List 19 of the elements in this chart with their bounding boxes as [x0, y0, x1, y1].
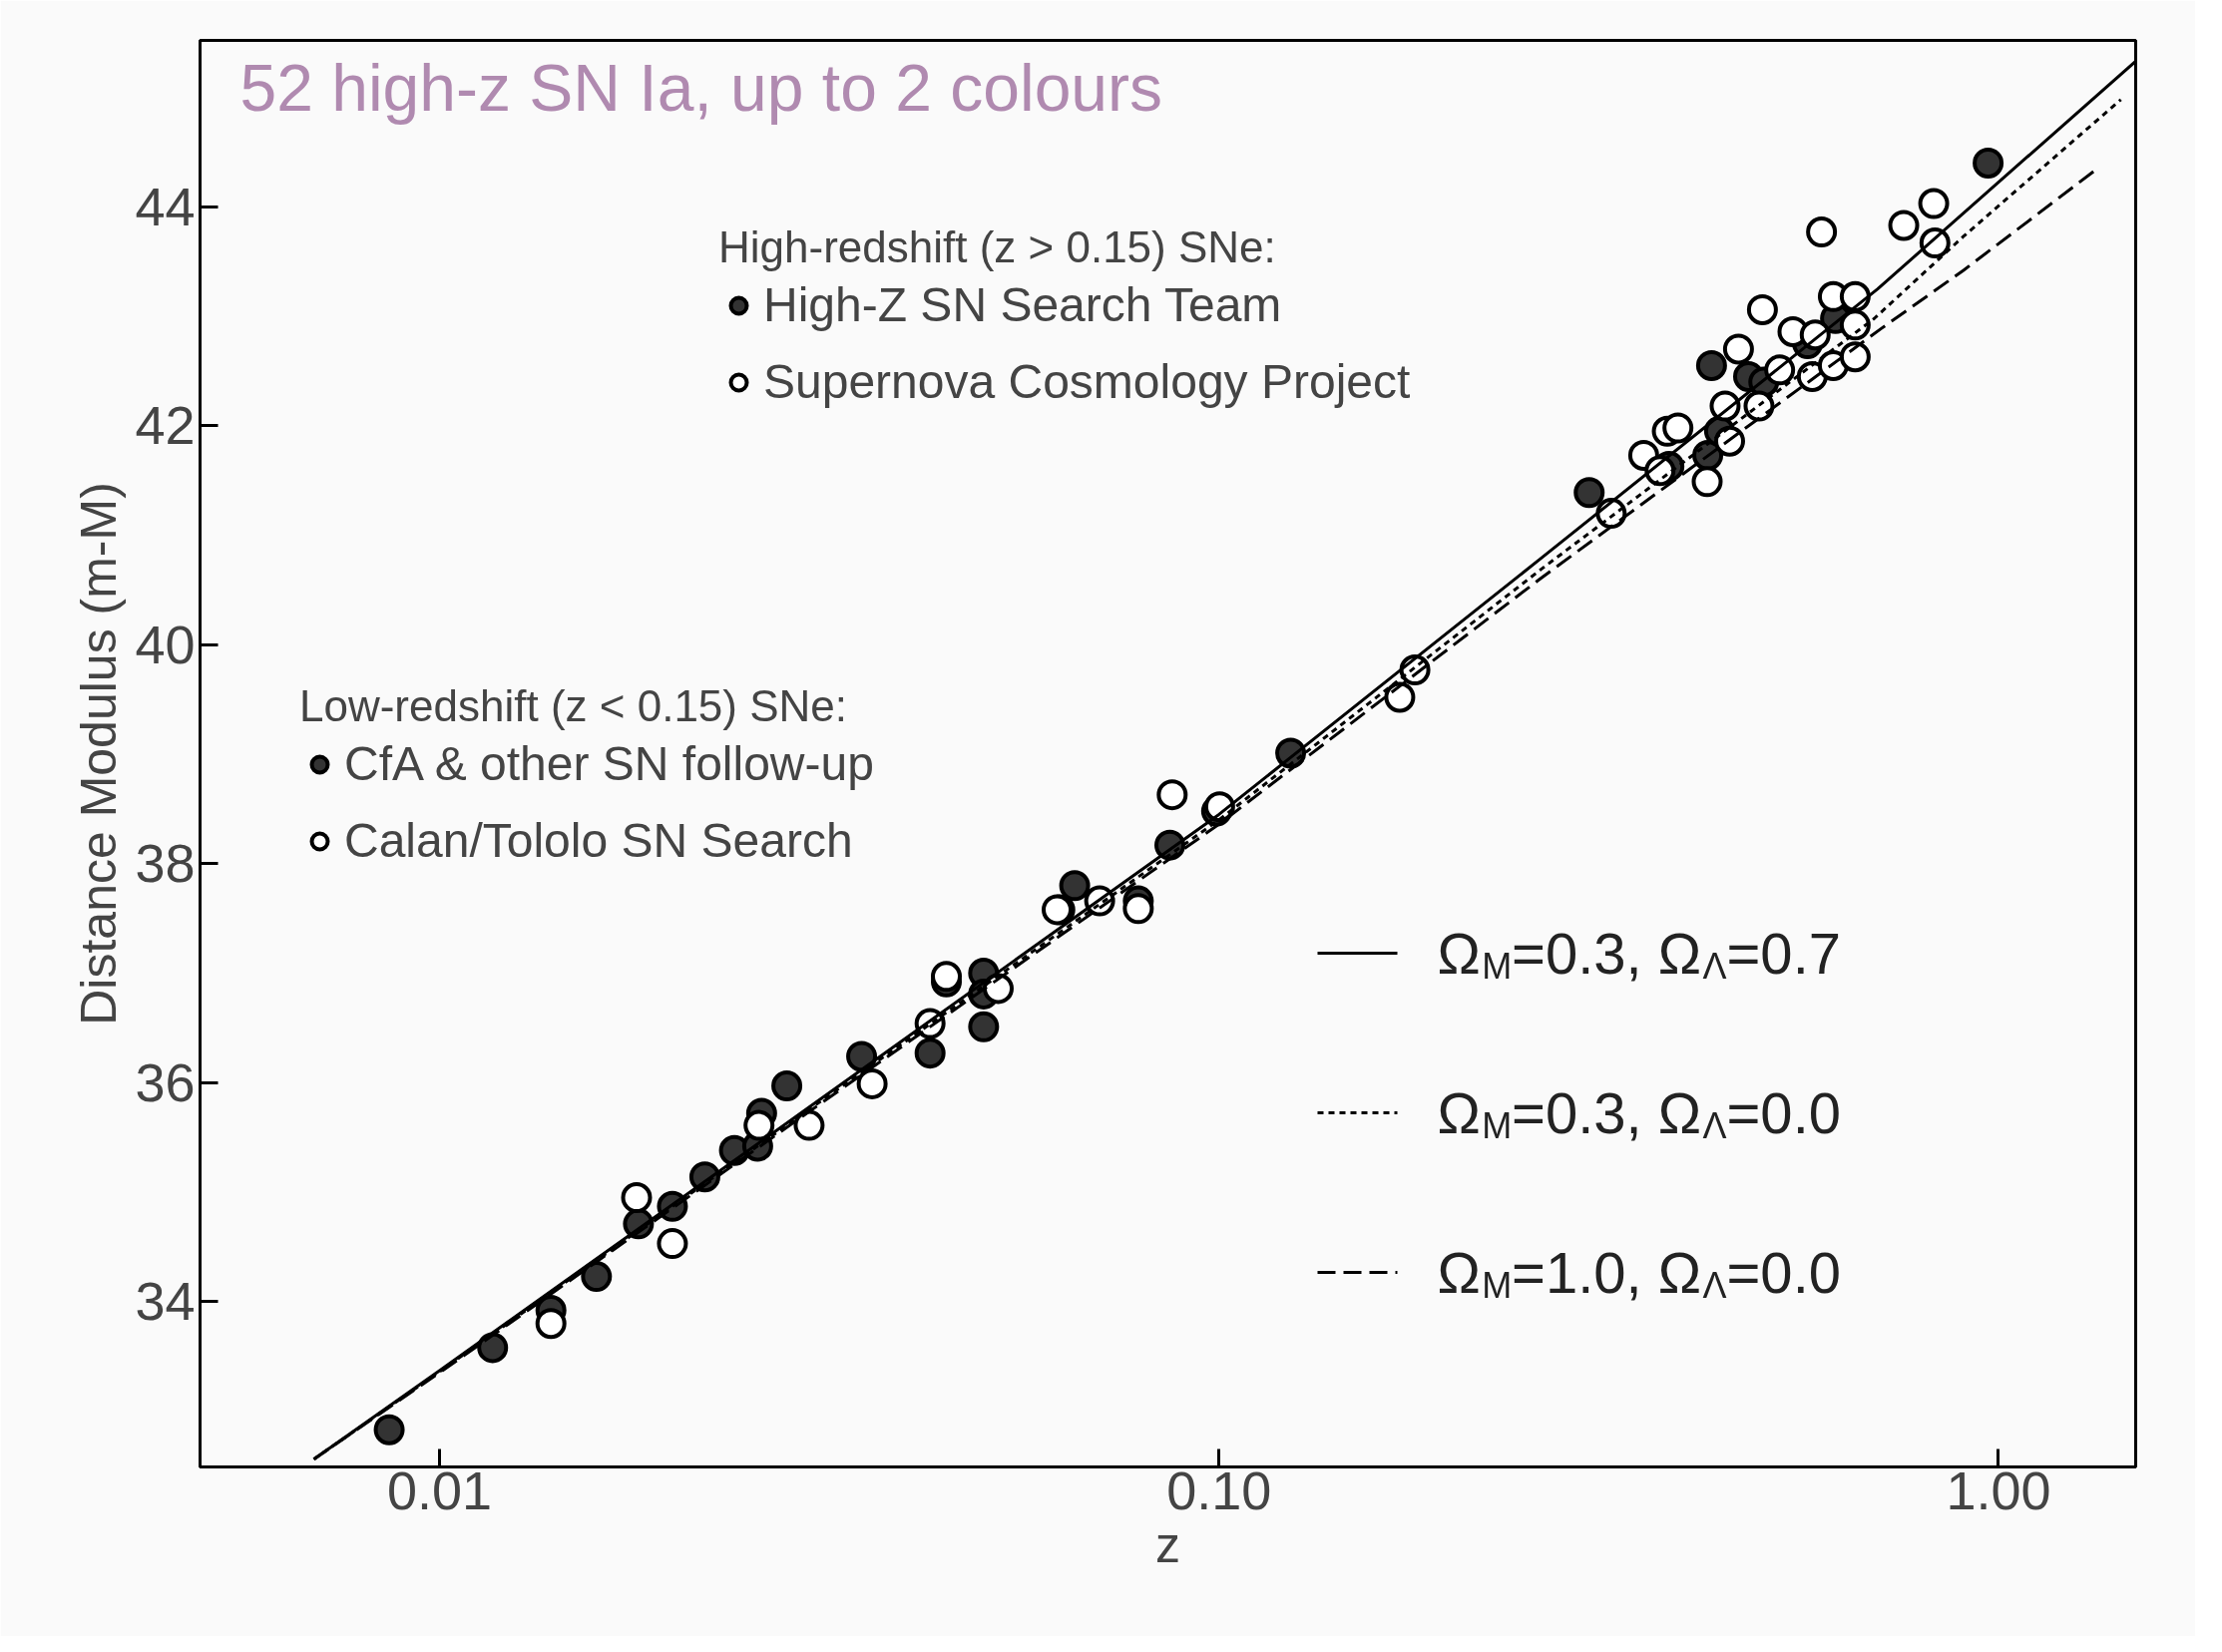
y-axis-title: Distance Modulus (m-M) — [71, 482, 128, 1026]
annotation: Low-redshift (z < 0.15) SNe: — [299, 681, 848, 731]
legend-label: High-Z SN Search Team — [763, 277, 1282, 332]
legend-label: Supernova Cosmology Project — [763, 354, 1411, 409]
x-tick-label: 0.01 — [386, 1459, 493, 1520]
legend-label: CfA & other SN follow-up — [344, 736, 874, 791]
legend-label: ΩM=0.3, ΩΛ=0.7 — [1437, 921, 1841, 987]
y-tick-label: 42 — [135, 395, 196, 456]
y-tick-label: 38 — [135, 833, 196, 894]
y-tick-label: 34 — [135, 1271, 196, 1332]
legend-label: ΩM=1.0, ΩΛ=0.0 — [1437, 1240, 1841, 1306]
y-tick-label: 44 — [135, 176, 196, 236]
legend-label: Calan/Tololo SN Search — [344, 813, 853, 868]
y-tick-label: 40 — [135, 614, 196, 674]
y-tick-label: 36 — [135, 1051, 196, 1112]
annotation: High-redshift (z > 0.15) SNe: — [718, 222, 1277, 272]
legend-label: ΩM=0.3, ΩΛ=0.0 — [1437, 1080, 1841, 1146]
chart-title: 52 high-z SN Ia, up to 2 colours — [239, 50, 1163, 125]
x-tick-label: 1.00 — [1946, 1459, 2051, 1520]
